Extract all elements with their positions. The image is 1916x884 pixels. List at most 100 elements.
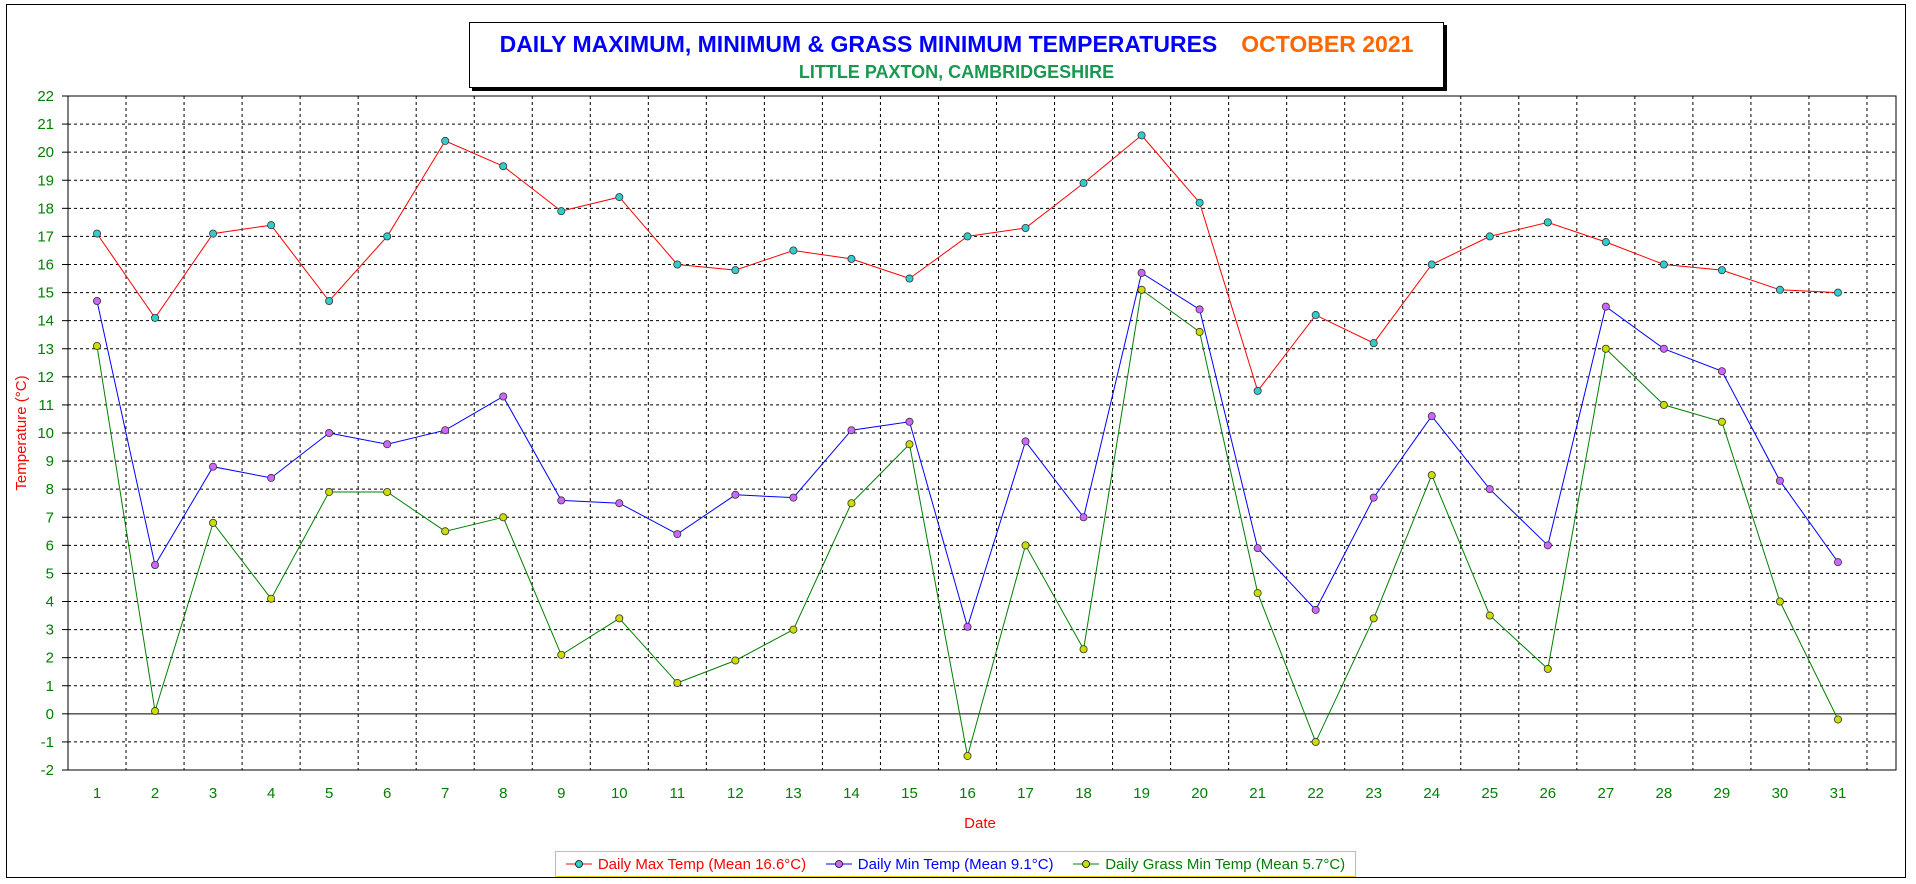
data-point-0 <box>1833 288 1842 297</box>
legend-swatch-grass <box>1073 860 1100 868</box>
y-tick-label: 5 <box>46 565 54 582</box>
x-tick-label: 2 <box>151 785 159 802</box>
y-tick-label: 18 <box>37 200 54 217</box>
chart-title-main: DAILY MAXIMUM, MINIMUM & GRASS MINIMUM T… <box>499 31 1218 57</box>
data-point-2 <box>1195 327 1204 336</box>
y-tick-label: 12 <box>37 369 54 386</box>
data-point-2 <box>325 487 334 496</box>
x-tick-label: 19 <box>1133 785 1150 802</box>
y-tick-label: 8 <box>46 481 54 498</box>
data-point-0 <box>615 193 624 202</box>
data-point-1 <box>731 490 740 499</box>
y-tick-label: 1 <box>46 678 54 695</box>
data-point-0 <box>731 266 740 275</box>
data-point-0 <box>1543 218 1552 227</box>
data-point-1 <box>1253 544 1262 553</box>
x-axis-label: Date <box>964 815 996 832</box>
data-point-2 <box>1485 611 1494 620</box>
legend-swatch-min <box>825 860 852 868</box>
data-point-0 <box>209 229 218 238</box>
data-point-2 <box>963 751 972 760</box>
data-point-2 <box>1833 715 1842 724</box>
y-tick-label: 0 <box>46 706 54 723</box>
data-point-1 <box>905 417 914 426</box>
y-tick-label: 14 <box>37 313 54 330</box>
y-tick-label: -1 <box>41 734 54 751</box>
data-point-2 <box>209 518 218 527</box>
data-point-2 <box>1659 400 1668 409</box>
legend-item-max: Daily Max Temp (Mean 16.6°C) <box>565 855 807 873</box>
x-tick-label: 30 <box>1772 785 1789 802</box>
data-point-1 <box>151 560 160 569</box>
x-tick-label: 31 <box>1830 785 1847 802</box>
x-tick-label: 24 <box>1423 785 1440 802</box>
data-point-2 <box>615 614 624 623</box>
x-tick-label: 22 <box>1307 785 1324 802</box>
data-point-1 <box>1079 513 1088 522</box>
x-tick-label: 25 <box>1481 785 1498 802</box>
y-tick-label: 22 <box>37 88 54 105</box>
chart-subtitle: LITTLE PAXTON, CAMBRIDGESHIRE <box>798 62 1115 82</box>
data-point-1 <box>615 499 624 508</box>
data-point-2 <box>557 650 566 659</box>
x-tick-label: 11 <box>670 785 686 802</box>
data-point-2 <box>151 707 160 716</box>
data-point-1 <box>1601 302 1610 311</box>
y-tick-label: 19 <box>37 172 54 189</box>
data-point-0 <box>847 254 856 263</box>
x-tick-label: 12 <box>727 785 744 802</box>
x-tick-label: 26 <box>1539 785 1556 802</box>
x-tick-label: 23 <box>1365 785 1382 802</box>
legend-item-min: Daily Min Temp (Mean 9.1°C) <box>825 856 1054 873</box>
x-tick-label: 27 <box>1597 785 1614 802</box>
chart-series <box>93 131 1842 760</box>
data-point-1 <box>1717 367 1726 376</box>
x-tick-label: 5 <box>325 785 333 802</box>
x-tick-label: 8 <box>499 785 507 802</box>
legend-item-grass: Daily Grass Min Temp (Mean 5.7°C) <box>1073 856 1345 873</box>
data-point-2 <box>905 440 914 449</box>
data-point-0 <box>557 207 566 216</box>
data-point-0 <box>1427 260 1436 269</box>
data-point-1 <box>1543 541 1552 550</box>
data-point-0 <box>1485 232 1494 241</box>
data-point-0 <box>1079 179 1088 188</box>
data-point-2 <box>267 594 276 603</box>
data-point-2 <box>1543 664 1552 673</box>
y-tick-label: 3 <box>46 622 54 639</box>
series-line-0 <box>96 134 1839 392</box>
data-point-1 <box>1485 485 1494 494</box>
data-point-2 <box>847 499 856 508</box>
data-point-0 <box>673 260 682 269</box>
chart-title: DAILY MAXIMUM, MINIMUM & GRASS MINIMUM T… <box>470 31 1443 58</box>
data-point-1 <box>1775 476 1784 485</box>
data-point-1 <box>847 426 856 435</box>
data-point-2 <box>1717 417 1726 426</box>
data-point-0 <box>1253 386 1262 395</box>
y-tick-label: 6 <box>46 537 54 554</box>
data-point-2 <box>93 341 102 350</box>
data-point-1 <box>499 392 508 401</box>
data-point-0 <box>1311 311 1320 320</box>
data-point-2 <box>789 625 798 634</box>
data-point-1 <box>1833 558 1842 567</box>
data-point-0 <box>93 229 102 238</box>
data-point-0 <box>1659 260 1668 269</box>
x-tick-label: 18 <box>1075 785 1092 802</box>
data-point-0 <box>1775 285 1784 294</box>
x-tick-label: 4 <box>267 785 275 802</box>
data-point-2 <box>1021 541 1030 550</box>
data-point-1 <box>325 428 334 437</box>
data-point-2 <box>1775 597 1784 606</box>
data-point-1 <box>1427 412 1436 421</box>
data-point-2 <box>673 678 682 687</box>
data-point-0 <box>383 232 392 241</box>
y-tick-label: 11 <box>38 397 54 414</box>
data-point-1 <box>557 496 566 505</box>
y-tick-label: 4 <box>46 594 54 611</box>
data-point-2 <box>499 513 508 522</box>
data-point-2 <box>1601 344 1610 353</box>
data-point-2 <box>1137 285 1146 294</box>
legend-label-max: Daily Max Temp (Mean 16.6°C) <box>597 855 807 873</box>
data-point-0 <box>1021 223 1030 232</box>
